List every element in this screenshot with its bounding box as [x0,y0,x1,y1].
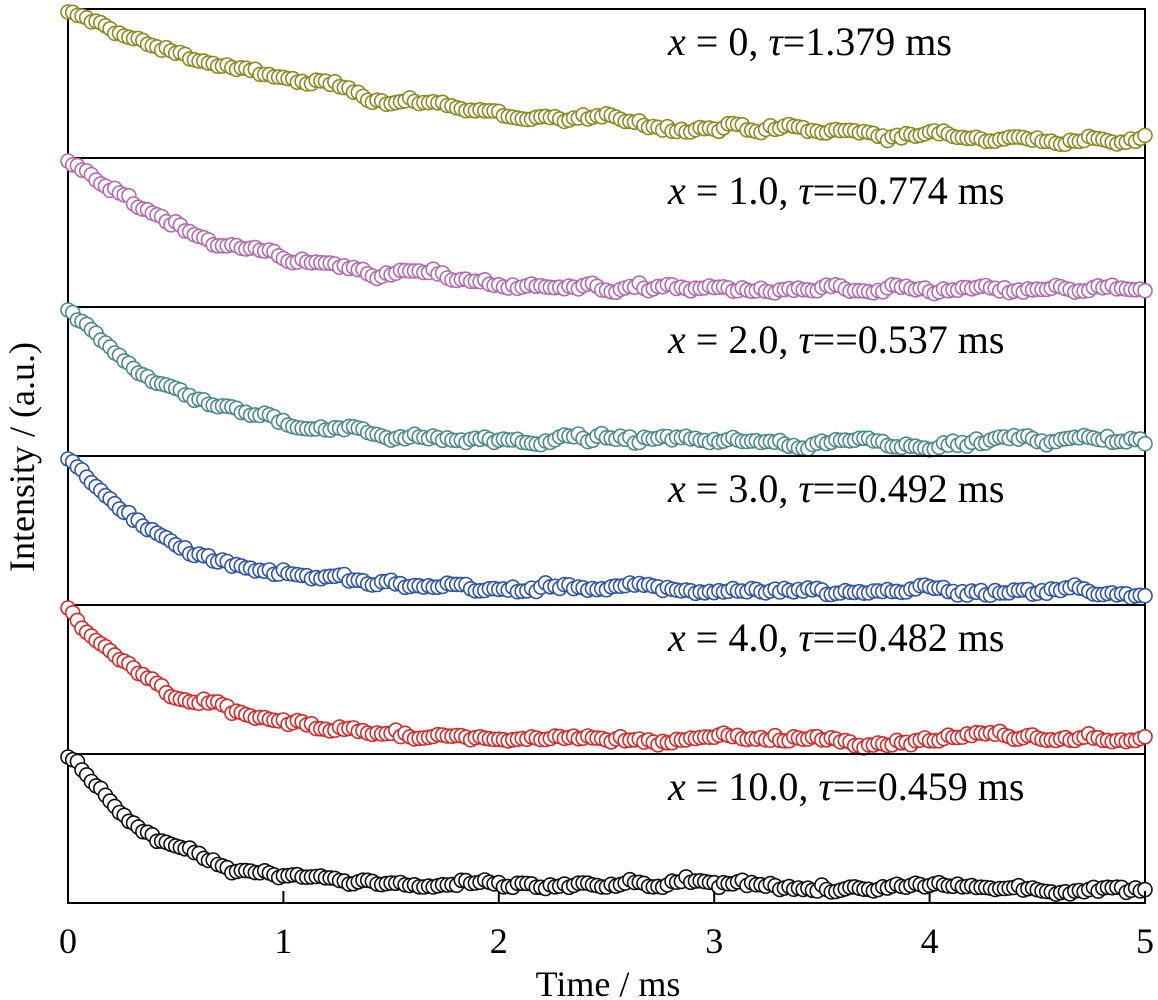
label-tau: τ [798,317,814,362]
data-point [1137,587,1153,604]
y-axis-label: Intensity / (a.u.) [2,342,42,572]
x-tick-label: 2 [490,921,508,961]
data-point [1137,127,1153,144]
label-lifetime: ==0.492 ms [813,466,1005,511]
label-value: = 4.0, [686,615,799,660]
x-tick-label: 3 [705,921,723,961]
label-value: = 0, [686,19,769,64]
x-tick-label: 1 [274,921,292,961]
label-tau: τ [798,466,814,511]
series-markers [60,302,1153,458]
data-point [1137,435,1153,452]
x-axis: 0 1 2 3 4 5 [59,891,1154,961]
x-tick-label: 0 [59,921,77,961]
panel-5: x = 4.0, τ==0.482 ms [60,600,1153,756]
x-axis-label: Time / ms [536,964,681,1000]
series-label: x = 3.0, τ==0.492 ms [667,466,1004,511]
label-lifetime: ==0.482 ms [813,615,1005,660]
label-variable: x [667,466,686,511]
series-label: x = 4.0, τ==0.482 ms [667,615,1004,660]
series-markers [60,153,1153,302]
label-value: = 3.0, [686,466,799,511]
series-label: x = 1.0, τ==0.774 ms [667,168,1004,213]
label-variable: x [667,168,686,213]
series-markers [60,4,1153,152]
label-tau: τ [768,19,784,64]
label-variable: x [667,615,686,660]
label-tau: τ [798,615,814,660]
panel-4: x = 3.0, τ==0.492 ms [60,451,1153,606]
series-markers [60,749,1153,902]
label-variable: x [667,19,686,64]
x-tick-label: 5 [1136,921,1154,961]
data-point [1137,728,1153,745]
x-tick-label: 4 [921,921,939,961]
label-lifetime: ==0.774 ms [813,168,1005,213]
label-lifetime: ==0.537 ms [813,317,1005,362]
series-label: x = 2.0, τ==0.537 ms [667,317,1004,362]
label-value: = 2.0, [686,317,799,362]
label-variable: x [667,317,686,362]
label-lifetime: =1.379 ms [783,19,952,64]
label-tau: τ [798,168,814,213]
panel-2: x = 1.0, τ==0.774 ms [60,153,1153,308]
panel-3: x = 2.0, τ==0.537 ms [60,302,1153,458]
label-value: = 10.0, [686,764,819,809]
panel-1: x = 0, τ=1.379 ms [60,4,1153,159]
panel-frame [67,753,1146,904]
panels: x = 0, τ=1.379 msx = 1.0, τ==0.774 msx =… [60,4,1153,904]
label-variable: x [667,764,686,809]
label-tau: τ [818,764,834,809]
series-markers [60,600,1153,756]
data-point [1137,282,1153,299]
panel-6: x = 10.0, τ==0.459 ms [60,749,1153,904]
series-label: x = 10.0, τ==0.459 ms [667,764,1024,809]
label-lifetime: ==0.459 ms [833,764,1025,809]
label-value: = 1.0, [686,168,799,213]
series-label: x = 0, τ=1.379 ms [667,19,952,64]
series-markers [60,451,1153,606]
